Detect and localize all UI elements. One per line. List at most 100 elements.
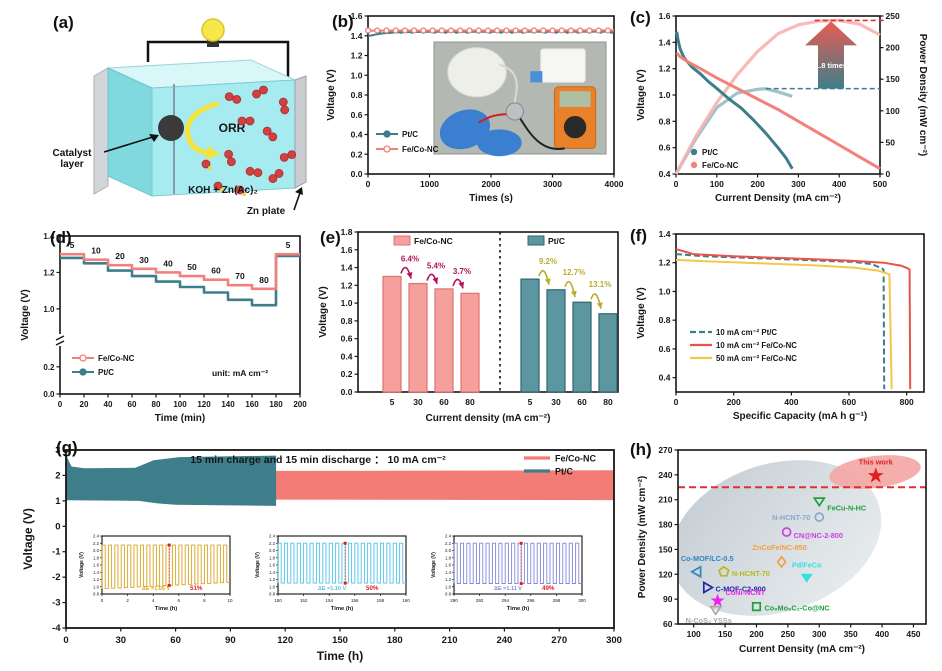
ptc-cycling-band — [66, 455, 277, 506]
x-tick-label: 60 — [439, 397, 449, 407]
inset-y-tick-label: 1.8 — [445, 555, 452, 560]
current-step-label: 30 — [139, 255, 149, 265]
y2-tick-label: 0 — [886, 169, 891, 179]
feco-marker — [604, 27, 611, 34]
drop-percent-label: 6.4% — [401, 254, 419, 263]
y-tick-label: 1.0 — [43, 305, 55, 314]
current-step-label: 10 — [91, 246, 101, 256]
y-tick-label: 180 — [658, 520, 672, 530]
point-label: This work — [859, 458, 894, 467]
panel-label-d: (d) — [50, 228, 72, 247]
x-tick-label: 100 — [687, 629, 701, 639]
inset-y-axis-label: Voltage (V) — [79, 552, 85, 578]
capacity-curve — [675, 253, 886, 390]
x-tick-label: 400 — [832, 179, 846, 189]
oxygen-molecule-icon — [232, 94, 242, 104]
y-axis-label: Voltage (V) — [20, 289, 31, 340]
marker-star5 — [710, 593, 725, 607]
current-step-label: 50 — [187, 262, 197, 272]
panel-f-capacity-chart: (f) 0 200 400 600 800 0.4 0.6 0.8 1.0 1.2 1.4 Speci… — [626, 224, 938, 436]
y-tick-label: -4 — [52, 623, 61, 634]
cycling-inset-1: 0.8 1.0 1.2 1.4 1.6 1.8 2.0 2.2 2.4 0 2 4 6 8 10 Time (… — [79, 534, 233, 612]
x-tick-label: 120 — [277, 635, 293, 646]
inset-y-tick-label: 2.2 — [269, 541, 276, 546]
inset-x-tick-label: 298 — [553, 598, 561, 603]
zn-air-battery-schematic: ORR KOH + Zn(Ac)₂ Catalyst layer Zn plate — [53, 18, 307, 217]
x-tick-label: 60 — [128, 400, 137, 409]
inset-y-tick-label: 2.2 — [445, 541, 452, 546]
delta-e-endpoint — [167, 583, 171, 587]
rate-performance-chart: 0 20 40 60 80 100 120 140 160 180 200 0.0 0.2 1.0 1.2 1… — [20, 232, 307, 424]
x-tick-label: 2000 — [482, 179, 501, 189]
multimeter-screen — [559, 91, 591, 107]
feco-marker — [374, 27, 381, 34]
point-label: CoNi-NCNT — [726, 588, 766, 597]
y-tick-label: -1 — [52, 547, 61, 558]
legend-label: Fe/Co-NC — [98, 354, 135, 363]
panel-g-cycling-chart: (g) 0 30 60 90 120 150 180 210 240 270 300 3 2 1 0 -1 -2… — [8, 438, 624, 668]
y-axis-label: Voltage (V) — [636, 69, 647, 120]
feco-marker — [392, 27, 399, 34]
x-tick-label: 800 — [900, 397, 914, 407]
x-tick-label: 60 — [170, 635, 181, 646]
marker-pentagon — [718, 565, 730, 577]
feco-marker — [429, 27, 436, 34]
legend-marker — [79, 354, 87, 362]
feco-marker — [512, 27, 519, 34]
inset-x-axis-label: Time (h) — [155, 606, 178, 612]
y-axis-label: Power Density (mW cm⁻²) — [637, 476, 648, 599]
x-tick-label: 30 — [116, 635, 127, 646]
panel-b-ocv-chart: (b) 0 1000 2000 3000 4000 0.0 0.2 0.4 0.6 0.8 1.0 1… — [312, 6, 624, 220]
drop-percent-label: 9.2% — [539, 257, 557, 266]
legend-label: Pt/C — [702, 148, 718, 157]
inset-x-tick-label: 8 — [203, 598, 206, 603]
literature-comparison-scatter: 100 150 200 250 300 350 400 450 60 90 120 150 180 210… — [637, 445, 927, 655]
x-axis-label: Time (min) — [155, 413, 205, 424]
feco-marker — [567, 27, 575, 34]
bar — [434, 288, 454, 393]
feco-marker — [503, 27, 510, 34]
legend-label: 10 mA cm⁻² Pt/C — [716, 328, 777, 337]
y-tick-label: 0 — [55, 521, 60, 532]
legend-swatch — [527, 235, 545, 246]
x-tick-label: 0 — [63, 635, 68, 646]
legend-label: Fe/Co-NC — [555, 454, 596, 464]
y-tick-label: 0.4 — [351, 130, 363, 140]
legend-label: Pt/C — [402, 130, 418, 139]
series-feconc — [60, 252, 300, 291]
panel-label-a: (a) — [53, 13, 74, 32]
x-tick-label: 100 — [710, 179, 724, 189]
multimeter-dial — [563, 115, 587, 139]
y-tick-label: 1.6 — [341, 245, 353, 255]
x-tick-label: 350 — [844, 629, 858, 639]
legend: Pt/C Fe/Co-NC — [690, 148, 739, 170]
axis-frame — [675, 233, 925, 393]
marker-tri-down — [709, 605, 723, 616]
inset-x-axis-label: Time (h) — [507, 606, 530, 612]
drop-arrowhead — [406, 272, 413, 279]
y-tick-label: -2 — [52, 572, 60, 583]
improvement-arrow-icon — [805, 21, 857, 89]
legend: Fe/Co-NC Pt/C — [72, 354, 135, 377]
left-plate — [93, 67, 109, 195]
x-tick-label: 3000 — [543, 179, 562, 189]
y-tick-label: 0.0 — [351, 169, 363, 179]
bulb-base — [207, 40, 219, 47]
x-tick-label: 210 — [442, 635, 458, 646]
y-tick-label: 0.8 — [659, 315, 671, 325]
catalyst-layer-label: Catalyst layer — [53, 148, 93, 170]
retention-label: 49% — [542, 585, 555, 592]
point-label: N-CoS₂ YSSs — [686, 616, 732, 625]
inset-y-tick-label: 2.4 — [93, 534, 100, 539]
inset-y-tick-label: 1.4 — [93, 570, 100, 575]
orr-arrow-icon — [185, 101, 219, 156]
y-axis-label: Voltage (V) — [326, 69, 337, 120]
x-tick-label: 200 — [749, 629, 763, 639]
retention-label: 51% — [190, 585, 203, 592]
legend-marker — [383, 145, 391, 153]
y-tick-label: 0.6 — [341, 334, 353, 344]
light-bulb-icon — [201, 18, 225, 42]
y2-tick-label: 150 — [886, 74, 900, 84]
y-tick-label: 1.4 — [659, 37, 671, 47]
delta-e-label: ΔE =1.11 V — [494, 586, 522, 592]
